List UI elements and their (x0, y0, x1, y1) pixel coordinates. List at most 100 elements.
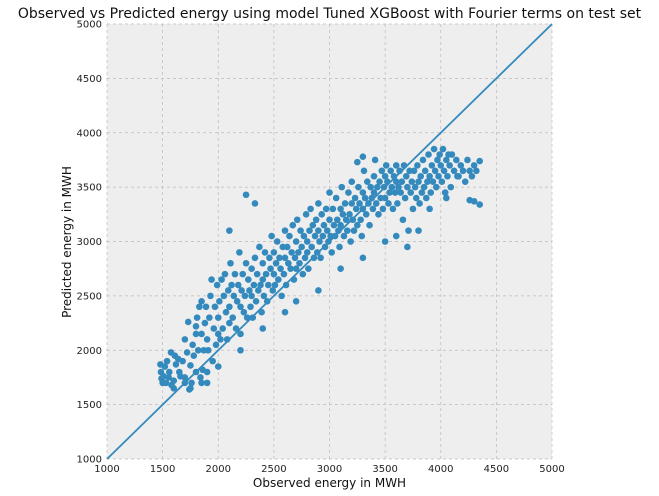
data-point (281, 227, 289, 234)
data-point (170, 385, 178, 392)
data-point (466, 196, 473, 204)
data-point (364, 178, 371, 185)
data-point (350, 227, 358, 234)
grid-lines (106, 23, 553, 460)
data-point (337, 205, 344, 213)
data-point (165, 374, 173, 381)
data-point (352, 205, 360, 213)
reference-line (106, 23, 553, 460)
data-point (356, 200, 363, 207)
data-point (287, 265, 294, 272)
data-point (289, 221, 297, 229)
data-point (410, 167, 418, 175)
data-point (348, 200, 356, 207)
data-point (163, 357, 171, 365)
data-point (411, 183, 419, 191)
data-point (239, 270, 247, 278)
data-point (221, 270, 229, 278)
data-point (457, 162, 465, 169)
data-point (408, 178, 416, 185)
data-point (381, 238, 389, 245)
data-point (170, 377, 178, 385)
data-point (392, 178, 400, 185)
data-point (342, 216, 350, 224)
y-tick-label: 1500 (77, 400, 102, 411)
data-point (259, 259, 267, 267)
data-point (160, 373, 168, 380)
data-point (237, 303, 244, 311)
data-point (220, 292, 228, 300)
data-point (306, 227, 313, 234)
data-point (440, 167, 448, 175)
data-point (309, 221, 317, 229)
data-point (362, 211, 370, 218)
data-point (300, 232, 308, 240)
data-point (404, 183, 411, 191)
data-point (315, 287, 322, 294)
data-point (292, 238, 300, 245)
data-point (208, 276, 215, 283)
data-point (326, 216, 333, 224)
data-point (315, 200, 322, 207)
data-point (466, 167, 473, 175)
x-axis-ticks: 1000 1500 2000 2500 3000 3500 4000 4500 5000 (94, 464, 564, 475)
data-point (207, 292, 214, 300)
x-tick-label: 3500 (372, 464, 397, 475)
data-point (297, 227, 304, 234)
data-point (303, 238, 311, 245)
data-point (437, 162, 445, 169)
data-point (193, 314, 201, 321)
data-point (214, 314, 222, 321)
data-point (378, 167, 386, 175)
data-point (188, 379, 195, 387)
data-point (248, 265, 255, 272)
data-point (240, 308, 248, 316)
data-point (216, 298, 223, 305)
data-point (359, 254, 367, 262)
data-point (162, 379, 170, 387)
data-point (395, 183, 402, 191)
data-point (211, 303, 219, 311)
data-point (203, 379, 211, 387)
data-point (307, 205, 314, 213)
data-point (381, 172, 389, 180)
data-point (461, 178, 469, 185)
data-point (392, 232, 400, 240)
data-point (181, 374, 189, 381)
data-point (214, 363, 222, 370)
data-point (431, 167, 439, 175)
data-point (198, 330, 205, 338)
data-point (189, 341, 196, 349)
data-point (253, 270, 261, 278)
data-point (259, 276, 267, 283)
data-point (422, 194, 430, 202)
data-point (237, 330, 244, 338)
data-point (347, 238, 354, 245)
data-point (358, 232, 366, 240)
x-tick-label: 1500 (150, 464, 175, 475)
data-point (426, 205, 433, 213)
data-point (430, 145, 438, 153)
data-point (281, 308, 289, 316)
data-point (251, 254, 259, 262)
y-tick-label: 3000 (77, 237, 102, 248)
data-point (371, 156, 379, 164)
data-point (276, 254, 283, 262)
data-point (198, 298, 205, 305)
data-point (389, 205, 397, 213)
data-point (369, 205, 377, 213)
data-point (268, 232, 275, 240)
data-point (345, 189, 352, 196)
data-point (224, 287, 232, 294)
data-point (333, 216, 341, 224)
x-tick-label: 5000 (539, 464, 564, 475)
data-point (443, 156, 450, 164)
data-point (244, 276, 252, 283)
data-point (439, 145, 447, 153)
data-point (370, 172, 378, 180)
data-point (303, 249, 311, 256)
data-point (291, 254, 299, 262)
data-point (161, 363, 169, 370)
data-point (429, 178, 437, 185)
